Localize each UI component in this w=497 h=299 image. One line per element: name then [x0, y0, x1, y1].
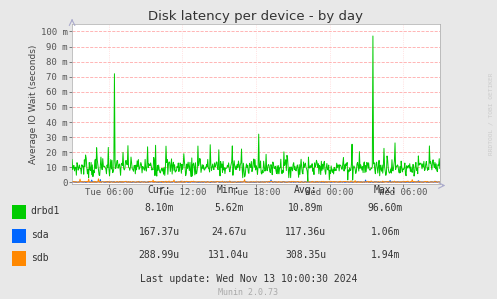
Text: sda: sda — [31, 230, 48, 240]
Text: 1.06m: 1.06m — [370, 227, 400, 237]
Title: Disk latency per device - by day: Disk latency per device - by day — [149, 10, 363, 23]
Text: RRDTOOL / TOBI OETIKER: RRDTOOL / TOBI OETIKER — [489, 72, 494, 155]
Text: 24.67u: 24.67u — [211, 227, 246, 237]
Text: Min:: Min: — [217, 185, 241, 195]
Text: 10.89m: 10.89m — [288, 203, 323, 213]
Text: Max:: Max: — [373, 185, 397, 195]
Text: 167.37u: 167.37u — [139, 227, 179, 237]
Text: 5.62m: 5.62m — [214, 203, 244, 213]
Text: 117.36u: 117.36u — [285, 227, 326, 237]
Text: Munin 2.0.73: Munin 2.0.73 — [219, 289, 278, 298]
Text: 308.35u: 308.35u — [285, 250, 326, 260]
Text: Avg:: Avg: — [294, 185, 318, 195]
Text: 288.99u: 288.99u — [139, 250, 179, 260]
Text: 131.04u: 131.04u — [208, 250, 249, 260]
Text: Last update: Wed Nov 13 10:00:30 2024: Last update: Wed Nov 13 10:00:30 2024 — [140, 274, 357, 284]
Y-axis label: Average IO Wait (seconds): Average IO Wait (seconds) — [29, 44, 38, 164]
Text: 1.94m: 1.94m — [370, 250, 400, 260]
Text: 96.60m: 96.60m — [368, 203, 403, 213]
Text: drbd1: drbd1 — [31, 206, 60, 216]
Text: 8.10m: 8.10m — [144, 203, 174, 213]
Text: sdb: sdb — [31, 253, 48, 263]
Text: Cur:: Cur: — [147, 185, 171, 195]
